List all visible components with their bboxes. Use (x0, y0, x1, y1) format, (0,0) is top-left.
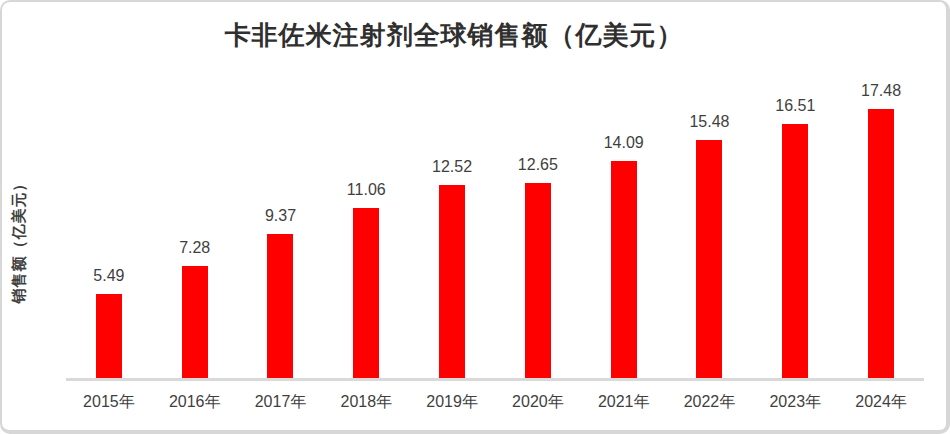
bar (696, 140, 722, 378)
bar-slot: 12.52 (409, 158, 495, 378)
x-axis-line (66, 378, 924, 381)
bar (267, 234, 293, 378)
bar-slot: 9.37 (238, 207, 324, 378)
x-axis-label: 2020年 (495, 392, 581, 413)
bar (611, 161, 637, 378)
bar-value-label: 5.49 (93, 267, 124, 285)
bar-value-label: 17.48 (861, 82, 901, 100)
bar-slot: 16.51 (752, 97, 838, 378)
x-axis-labels: 2015年2016年2017年2018年2019年2020年2021年2022年… (66, 392, 924, 413)
plot-area: 5.49 7.28 9.37 11.06 12.52 12.65 14.09 15.48 16.… (66, 76, 924, 378)
bar (525, 183, 551, 378)
bar-value-label: 12.52 (432, 158, 472, 176)
bar-slot: 12.65 (495, 156, 581, 378)
y-axis-title: 销售额（亿美元） (10, 175, 29, 305)
bar-slot: 14.09 (581, 134, 667, 378)
x-axis-label: 2022年 (667, 392, 753, 413)
x-axis-label: 2024年 (838, 392, 924, 413)
bar (868, 109, 894, 378)
bar (782, 124, 808, 378)
x-axis-label: 2023年 (752, 392, 838, 413)
chart-title: 卡非佐米注射剂全球销售额（亿美元） (2, 18, 906, 53)
bar (96, 294, 122, 379)
x-axis-label: 2021年 (581, 392, 667, 413)
chart-card: 卡非佐米注射剂全球销售额（亿美元） 销售额（亿美元） 5.49 7.28 9.37 1… (0, 0, 950, 434)
bar (439, 185, 465, 378)
bar-slot: 7.28 (152, 239, 238, 378)
x-axis-label: 2016年 (152, 392, 238, 413)
x-axis-label: 2015年 (66, 392, 152, 413)
bar (353, 208, 379, 378)
x-axis-label: 2018年 (323, 392, 409, 413)
bar-value-label: 16.51 (775, 97, 815, 115)
bar-value-label: 9.37 (265, 207, 296, 225)
bar-slot: 5.49 (66, 267, 152, 379)
bar-value-label: 15.48 (689, 113, 729, 131)
bar (182, 266, 208, 378)
bar-value-label: 12.65 (518, 156, 558, 174)
bar-value-label: 14.09 (604, 134, 644, 152)
bar-slot: 15.48 (667, 113, 753, 378)
bar-value-label: 7.28 (179, 239, 210, 257)
bar-slot: 17.48 (838, 82, 924, 378)
bar-slot: 11.06 (323, 181, 409, 378)
bar-value-label: 11.06 (347, 181, 386, 199)
x-axis-label: 2017年 (238, 392, 324, 413)
x-axis-label: 2019年 (409, 392, 495, 413)
